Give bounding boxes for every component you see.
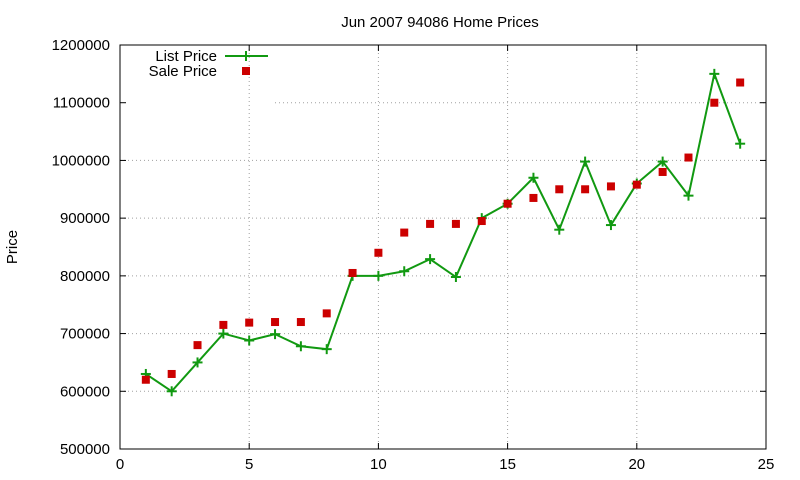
sale-price-point bbox=[684, 153, 693, 162]
list-price-point bbox=[735, 138, 746, 149]
grid bbox=[120, 45, 766, 449]
series-layer bbox=[140, 68, 746, 397]
x-tick-label: 5 bbox=[245, 456, 253, 473]
sale-price-point bbox=[296, 318, 305, 327]
sale-price-point bbox=[348, 268, 357, 277]
sale-price-point bbox=[503, 199, 512, 208]
x-tick-label: 10 bbox=[370, 456, 387, 473]
y-axis-label: Price bbox=[4, 230, 21, 264]
sale-price-point bbox=[400, 228, 409, 237]
list-price-point bbox=[399, 266, 410, 277]
legend: List Price Sale Price bbox=[149, 48, 268, 80]
plot-frame bbox=[119, 44, 767, 450]
list-price-point bbox=[192, 357, 203, 368]
y-tick-label: 900000 bbox=[60, 210, 110, 227]
sale-price-point bbox=[658, 167, 667, 176]
list-price-point bbox=[218, 328, 229, 339]
sale-price-point bbox=[141, 375, 150, 384]
sale-price-point bbox=[193, 341, 202, 350]
sale-price-point bbox=[426, 219, 435, 228]
sale-price-point bbox=[555, 185, 564, 194]
legend-marker-sale-price bbox=[242, 67, 250, 75]
sale-price-point bbox=[529, 193, 538, 202]
list-price-point bbox=[166, 386, 177, 397]
list-price-point bbox=[244, 335, 255, 346]
y-tick-label: 700000 bbox=[60, 326, 110, 343]
sale-price-point bbox=[167, 369, 176, 378]
list-price-point bbox=[373, 270, 384, 281]
legend-label-sale-price: Sale Price bbox=[149, 63, 217, 80]
list-price-point bbox=[580, 156, 591, 167]
y-tick-label: 1000000 bbox=[52, 152, 110, 169]
y-tick-label: 1100000 bbox=[53, 95, 110, 112]
list-price-line bbox=[145, 70, 742, 393]
sale-price-point bbox=[736, 78, 745, 87]
y-tick-label: 1200000 bbox=[52, 37, 110, 54]
sale-price-point bbox=[710, 98, 719, 107]
tick-labels: 0 5 10 15 20 25 500000 600000 700000 800000 900000… bbox=[52, 37, 775, 473]
sale-price-point bbox=[374, 248, 383, 257]
list-price-point bbox=[683, 190, 694, 201]
x-tick-label: 15 bbox=[499, 456, 516, 473]
sale-price-point bbox=[581, 185, 590, 194]
y-tick-label: 600000 bbox=[60, 383, 110, 400]
x-tick-label: 25 bbox=[758, 456, 775, 473]
legend-marker-list-price bbox=[241, 51, 251, 61]
list-price-point bbox=[657, 156, 668, 167]
sale-price-point bbox=[219, 320, 228, 329]
list-price-point bbox=[450, 272, 461, 283]
list-price-point bbox=[295, 341, 306, 352]
list-price-point bbox=[425, 254, 436, 265]
y-tick-label: 800000 bbox=[60, 268, 110, 285]
list-price-point bbox=[709, 68, 720, 79]
list-price-point bbox=[554, 224, 565, 235]
list-price-point bbox=[270, 329, 281, 340]
sale-price-point bbox=[245, 318, 254, 327]
sale-price-point bbox=[477, 217, 486, 226]
chart-title: Jun 2007 94086 Home Prices bbox=[341, 14, 539, 31]
legend-label-list-price: List Price bbox=[155, 48, 217, 65]
sale-price-point bbox=[451, 219, 460, 228]
y-tick-label: 500000 bbox=[60, 441, 110, 458]
axes bbox=[119, 44, 767, 450]
sale-price-point bbox=[322, 309, 331, 318]
list-price-point bbox=[528, 172, 539, 183]
list-price-point bbox=[321, 344, 332, 355]
sale-price-point bbox=[271, 318, 280, 327]
sale-price-point bbox=[606, 182, 615, 191]
list-price-point bbox=[605, 220, 616, 231]
x-tick-label: 0 bbox=[116, 456, 124, 473]
x-tick-label: 20 bbox=[628, 456, 645, 473]
sale-price-point bbox=[632, 180, 641, 189]
